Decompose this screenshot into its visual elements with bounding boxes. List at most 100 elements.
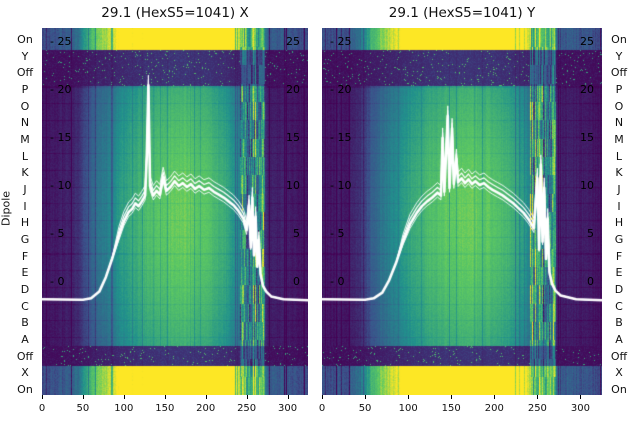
inner-y-tick-right: 25 <box>580 35 594 48</box>
heatmap-panel-y <box>322 28 602 395</box>
inner-y-tick-right: 5 <box>587 227 594 240</box>
x-tick-mark <box>537 395 539 399</box>
inner-y-tick-right: 25 <box>286 35 300 48</box>
x-tick-mark <box>123 395 125 399</box>
panel-y-title: 29.1 (HexS5=1041) Y <box>388 5 536 21</box>
row-label-right: Off <box>610 349 628 363</box>
inner-y-tick-left: - 5 <box>330 227 345 240</box>
inner-y-tick-left: - 25 <box>50 35 72 48</box>
row-label-left: J <box>23 182 27 196</box>
inner-y-tick-right: 0 <box>293 275 300 288</box>
x-tick-mark <box>322 395 323 399</box>
x-tick-label: 0 <box>318 403 326 414</box>
x-tick-mark <box>365 395 367 399</box>
x-tick-label: 200 <box>484 403 504 414</box>
x-tick-label: 100 <box>114 403 134 414</box>
x-tick-mark <box>287 395 289 399</box>
row-label-left: M <box>20 132 30 146</box>
row-label-right: D <box>614 282 624 296</box>
row-label-right: X <box>615 366 623 380</box>
inner-y-tick-right: 5 <box>293 227 300 240</box>
inner-y-tick-left: - 25 <box>330 35 352 48</box>
inner-y-tick-left: - 10 <box>330 179 352 192</box>
row-label-right: Off <box>610 66 628 80</box>
inner-y-tick-right: 10 <box>286 179 300 192</box>
row-label-right: J <box>617 182 621 196</box>
panel-x-title: 29.1 (HexS5=1041) X <box>101 5 249 21</box>
row-label-right: On <box>611 382 627 396</box>
row-label-left: L <box>21 149 29 163</box>
inner-y-tick-left: - 15 <box>50 131 72 144</box>
row-label-left: Y <box>21 49 29 63</box>
x-tick-label: 250 <box>237 403 257 414</box>
row-label-left: A <box>21 332 29 346</box>
inner-y-tick-left: - 20 <box>50 83 72 96</box>
x-tick-mark <box>494 395 496 399</box>
inner-y-tick-left: - 20 <box>330 83 352 96</box>
inner-y-tick-left: - 15 <box>330 131 352 144</box>
x-tick-label: 50 <box>358 403 372 414</box>
row-label-left: P <box>21 82 29 96</box>
x-tick-label: 200 <box>196 403 216 414</box>
inner-y-tick-right: 15 <box>286 131 300 144</box>
heatmap-panel-x <box>42 28 308 395</box>
row-label-left: K <box>21 166 29 180</box>
inner-y-tick-right: 20 <box>580 83 594 96</box>
row-label-right: P <box>615 82 623 96</box>
row-label-right: F <box>615 249 623 263</box>
inner-y-tick-right: 0 <box>587 275 594 288</box>
row-label-right: H <box>614 216 624 230</box>
x-tick-mark <box>246 395 248 399</box>
row-label-left: F <box>21 249 29 263</box>
row-label-left: On <box>17 33 33 46</box>
inner-y-tick-right: 10 <box>580 179 594 192</box>
row-label-left: G <box>20 232 30 246</box>
row-label-right: C <box>615 299 623 313</box>
row-label-right: E <box>615 266 623 280</box>
x-tick-mark <box>580 395 582 399</box>
x-tick-mark <box>42 395 43 399</box>
x-tick-label: 0 <box>38 403 46 414</box>
row-label-right: L <box>615 149 623 163</box>
row-label-right: N <box>614 116 624 130</box>
row-label-right: G <box>614 232 624 246</box>
inner-y-tick-left: - 10 <box>50 179 72 192</box>
inner-y-tick-left: - 5 <box>50 227 65 240</box>
row-label-right: Y <box>615 49 623 63</box>
row-label-left: N <box>20 116 30 130</box>
x-tick-mark <box>451 395 453 399</box>
row-label-left: H <box>20 216 30 230</box>
row-label-left: O <box>20 99 30 113</box>
inner-y-tick-right: 15 <box>580 131 594 144</box>
x-tick-mark <box>408 395 410 399</box>
row-label-left: E <box>21 266 29 280</box>
row-label-left: B <box>21 316 29 330</box>
row-label-right: On <box>611 33 627 46</box>
x-tick-label: 300 <box>277 403 298 414</box>
row-label-left: On <box>17 382 33 396</box>
row-label-left: I <box>23 199 27 213</box>
row-label-right: O <box>614 99 624 113</box>
x-tick-label: 100 <box>398 403 418 414</box>
x-tick-label: 250 <box>527 403 547 414</box>
inner-y-tick-left: - 0 <box>330 275 345 288</box>
x-tick-label: 150 <box>441 403 461 414</box>
x-tick-label: 50 <box>76 403 90 414</box>
row-label-left: D <box>20 282 30 296</box>
row-label-right: B <box>615 316 623 330</box>
row-label-right: I <box>617 199 621 213</box>
row-label-left: Off <box>16 349 34 363</box>
x-tick-mark <box>82 395 84 399</box>
row-label-right: M <box>614 132 624 146</box>
x-tick-label: 150 <box>155 403 175 414</box>
x-tick-mark <box>205 395 207 399</box>
row-label-right: K <box>615 166 623 180</box>
row-label-left: Off <box>16 66 34 80</box>
row-label-right: A <box>615 332 623 346</box>
row-label-left: C <box>21 299 29 313</box>
inner-y-tick-left: - 0 <box>50 275 65 288</box>
x-tick-label: 300 <box>570 403 590 414</box>
row-label-left: X <box>21 366 29 380</box>
x-tick-mark <box>164 395 166 399</box>
